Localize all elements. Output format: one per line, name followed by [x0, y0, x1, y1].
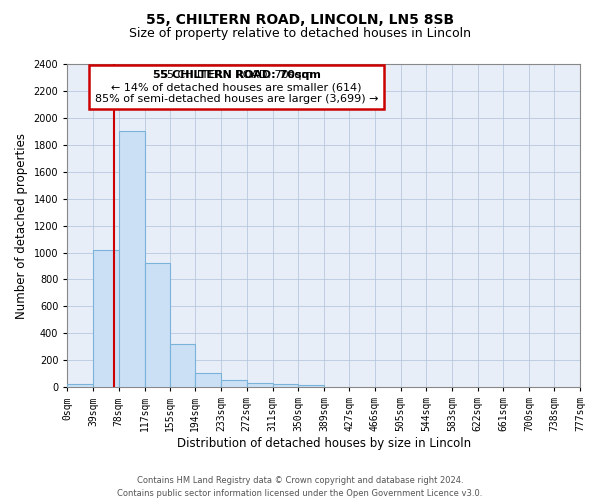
Bar — [93, 250, 119, 387]
Bar — [67, 384, 93, 387]
Text: 55 CHILTERN ROAD: 70sqm: 55 CHILTERN ROAD: 70sqm — [152, 70, 320, 81]
Bar — [170, 344, 196, 387]
Bar — [145, 264, 170, 387]
Bar — [247, 383, 272, 387]
Text: 55 CHILTERN ROAD: 70sqm
← 14% of detached houses are smaller (614)
85% of semi-d: 55 CHILTERN ROAD: 70sqm ← 14% of detache… — [95, 70, 378, 104]
Text: 55, CHILTERN ROAD, LINCOLN, LN5 8SB: 55, CHILTERN ROAD, LINCOLN, LN5 8SB — [146, 12, 454, 26]
X-axis label: Distribution of detached houses by size in Lincoln: Distribution of detached houses by size … — [176, 437, 471, 450]
Bar — [221, 380, 247, 387]
Y-axis label: Number of detached properties: Number of detached properties — [15, 132, 28, 318]
Bar — [196, 373, 221, 387]
Bar — [272, 384, 298, 387]
Bar — [119, 132, 145, 387]
Text: Size of property relative to detached houses in Lincoln: Size of property relative to detached ho… — [129, 28, 471, 40]
Text: Contains HM Land Registry data © Crown copyright and database right 2024.
Contai: Contains HM Land Registry data © Crown c… — [118, 476, 482, 498]
Bar — [298, 385, 324, 387]
